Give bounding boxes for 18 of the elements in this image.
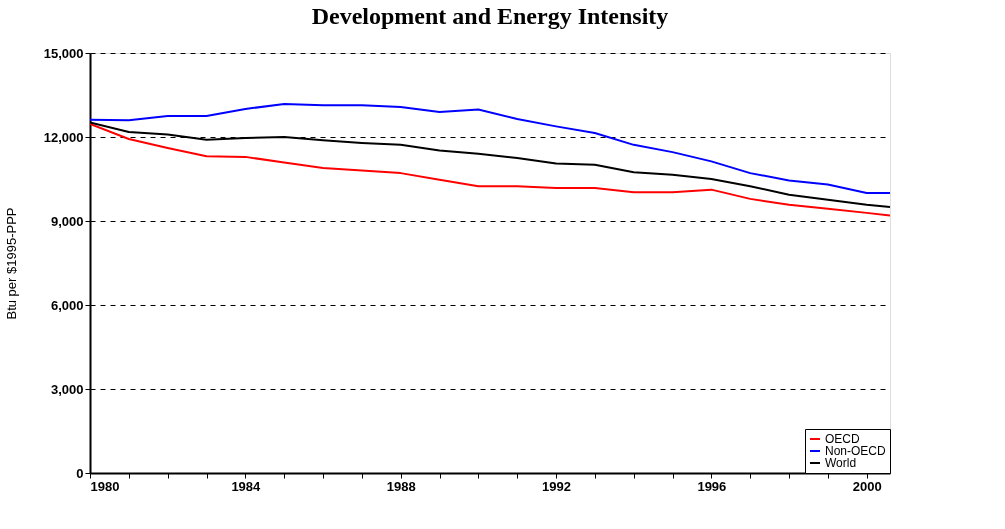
chart-title: Development and Energy Intensity — [311, 3, 669, 29]
line-series — [90, 102, 890, 194]
y-tick-label: 15,000 — [43, 45, 84, 61]
legend-label: OECD — [825, 432, 860, 446]
y-tick-label: 3,000 — [50, 381, 84, 397]
y-tick-label: 6,000 — [50, 297, 84, 313]
y-axis-title: Btu per $1995-PPP — [3, 207, 19, 320]
y-tick-label: 12,000 — [43, 129, 84, 145]
x-tick-label: 1980 — [90, 478, 120, 494]
legend-label: Non-OECD — [825, 444, 887, 458]
x-tick-label: 1996 — [697, 478, 727, 494]
x-tick-label: 2000 — [852, 478, 882, 494]
y-tick-label: 0 — [76, 465, 84, 481]
x-tick-label: 1988 — [386, 478, 416, 494]
x-tick-label: 1984 — [231, 478, 262, 494]
legend-label: World — [825, 456, 857, 470]
x-tick-label: 1992 — [542, 478, 571, 494]
y-tick-label: 9,000 — [50, 213, 84, 229]
